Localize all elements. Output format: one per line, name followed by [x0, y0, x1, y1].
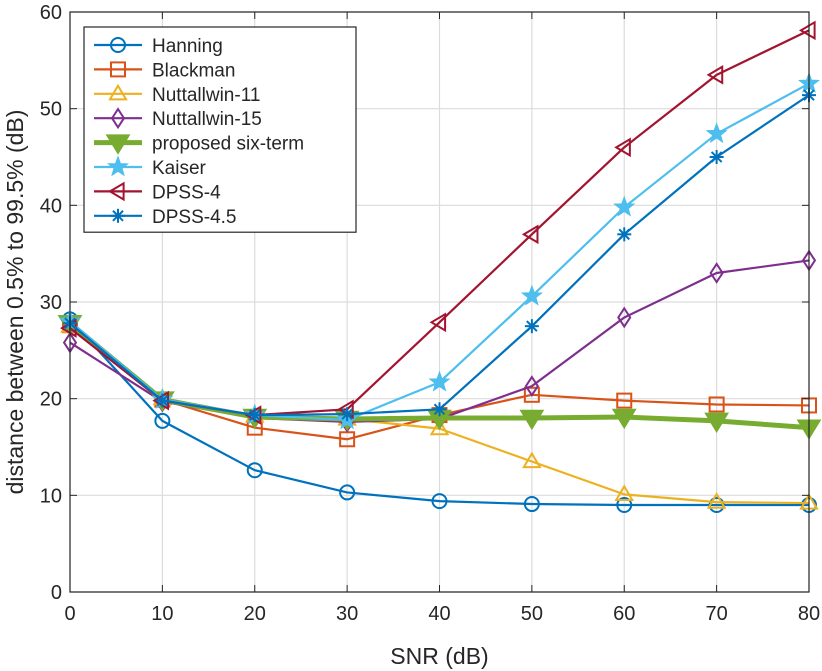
legend-label: Nuttallwin-15 — [152, 109, 262, 130]
legend-label: Blackman — [152, 60, 235, 81]
data-point — [431, 493, 448, 510]
data-point — [521, 224, 539, 245]
series-line — [69, 318, 809, 507]
data-point — [798, 20, 816, 41]
y-tick-label: 30 — [40, 292, 62, 314]
y-tick-label: 0 — [51, 582, 62, 604]
x-tick-label: 70 — [706, 603, 728, 625]
data-point — [524, 375, 540, 398]
legend-item: Nuttallwin-11 — [94, 83, 260, 106]
legend-label: DPSS-4 — [152, 182, 221, 203]
data-point — [339, 484, 356, 501]
legend-item: proposed six-term — [94, 134, 304, 155]
legend-label: proposed six-term — [152, 134, 304, 155]
data-point — [617, 227, 632, 242]
legend-item: Nuttallwin-15 — [94, 107, 262, 130]
data-point — [154, 412, 171, 429]
data-point — [247, 408, 262, 423]
legend-label: Kaiser — [152, 158, 207, 179]
data-point — [523, 386, 540, 403]
data-point — [519, 409, 545, 431]
x-tick-label: 40 — [428, 603, 450, 625]
data-point — [522, 451, 542, 469]
data-point — [616, 392, 633, 409]
data-point — [429, 418, 450, 436]
legend-marker — [105, 134, 131, 155]
y-axis-label: distance between 0.5% to 99.5% (dB) — [2, 110, 28, 495]
data-point — [611, 408, 637, 430]
series-layer — [57, 20, 822, 513]
data-point — [614, 137, 631, 158]
legend-marker — [110, 61, 126, 78]
data-point — [613, 195, 636, 217]
legend-marker — [107, 181, 125, 202]
data-point — [155, 393, 170, 408]
data-point — [523, 496, 540, 513]
legend-marker — [108, 83, 128, 101]
legend-marker — [111, 208, 125, 223]
legend-item: DPSS-4.5 — [94, 207, 236, 228]
axis-ticks: 0 10 20 30 40 50 60 70 80 0 10 20 30 40 50 60 — [40, 2, 820, 625]
legend-item: Blackman — [94, 60, 235, 81]
data-point — [706, 492, 727, 509]
legend-marker — [106, 155, 130, 177]
data-point — [704, 412, 730, 434]
data-point — [709, 262, 724, 284]
legend: Hanning Blackman Nuttallwin-11 Nuttallwin-1… — [83, 26, 357, 233]
y-tick-label: 10 — [40, 485, 62, 507]
legend-label: DPSS-4.5 — [152, 207, 236, 228]
data-point — [246, 462, 263, 479]
data-point — [520, 284, 543, 306]
x-tick-label: 50 — [521, 603, 543, 625]
x-tick-label: 20 — [244, 603, 266, 625]
data-point — [617, 306, 632, 329]
legend-item: DPSS-4 — [94, 181, 221, 203]
y-tick-label: 60 — [40, 2, 62, 24]
legend-label: Hanning — [152, 36, 223, 57]
legend-marker — [110, 107, 126, 130]
data-point — [614, 484, 635, 501]
x-tick-label: 10 — [151, 603, 173, 625]
legend-item: Kaiser — [94, 155, 207, 179]
data-point — [708, 396, 725, 413]
legend-item: Hanning — [94, 36, 223, 57]
data-point — [616, 497, 633, 513]
legend-label: Nuttallwin-11 — [152, 85, 260, 106]
x-axis-label: SNR (dB) — [390, 643, 488, 669]
data-point — [705, 122, 728, 144]
x-tick-label: 30 — [336, 603, 358, 625]
data-point — [709, 150, 724, 164]
x-tick-label: 60 — [613, 603, 635, 625]
x-tick-label: 0 — [64, 603, 75, 625]
y-tick-label: 50 — [40, 99, 62, 121]
data-point — [429, 312, 447, 333]
legend-marker — [110, 37, 126, 53]
legend-box — [83, 26, 357, 233]
data-point — [428, 370, 451, 392]
y-tick-label: 40 — [40, 195, 62, 217]
data-point — [432, 402, 447, 417]
data-point — [706, 65, 724, 85]
data-point — [340, 407, 355, 422]
x-tick-label: 80 — [798, 603, 820, 625]
data-point — [524, 319, 539, 334]
series-hanning — [62, 311, 817, 513]
y-tick-label: 20 — [40, 389, 62, 411]
